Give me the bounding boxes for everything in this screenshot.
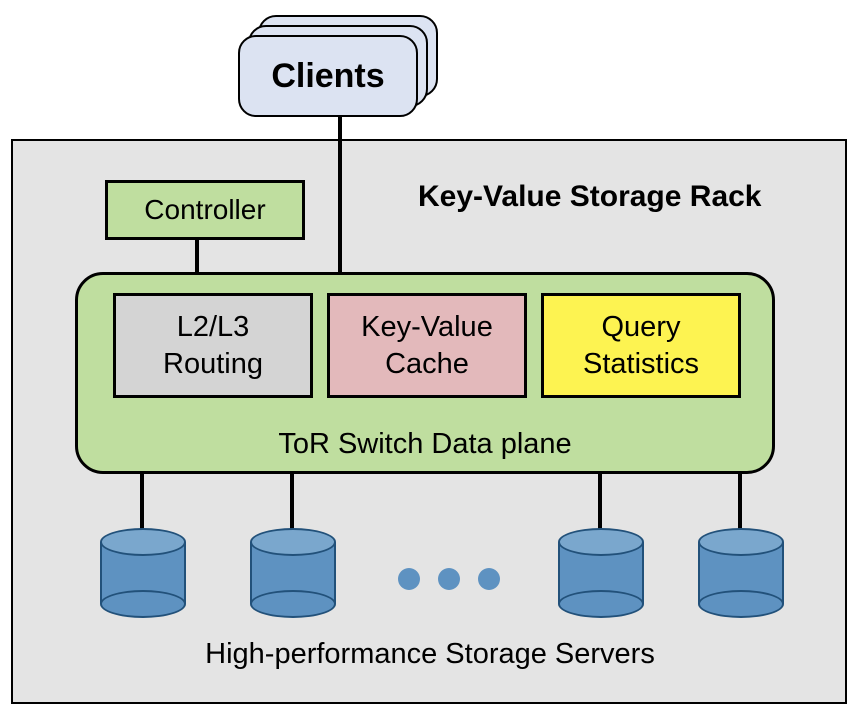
server-cylinder [698,528,784,618]
ellipsis-dot [438,568,460,590]
server-cylinder [558,528,644,618]
servers-ellipsis [398,568,500,590]
rack-title: Key-Value Storage Rack [418,180,762,214]
controller-label: Controller [144,194,265,226]
connector-clients-to-dp [338,117,342,272]
connector-controller-to-dp [195,240,199,272]
controller-box: Controller [105,180,305,240]
ellipsis-dot [398,568,420,590]
ellipsis-dot [478,568,500,590]
server-cylinder [100,528,186,618]
module-routing: L2/L3Routing [113,293,313,398]
clients-card: Clients [238,35,418,117]
server-cylinder [250,528,336,618]
clients-label: Clients [240,57,416,96]
module-querystat: QueryStatistics [541,293,741,398]
module-kvcache: Key-ValueCache [327,293,527,398]
dataplane-box: L2/L3RoutingKey-ValueCacheQueryStatistic… [75,272,775,474]
servers-label: High-performance Storage Servers [130,638,730,671]
dataplane-bottom-label: ToR Switch Data plane [78,428,772,461]
